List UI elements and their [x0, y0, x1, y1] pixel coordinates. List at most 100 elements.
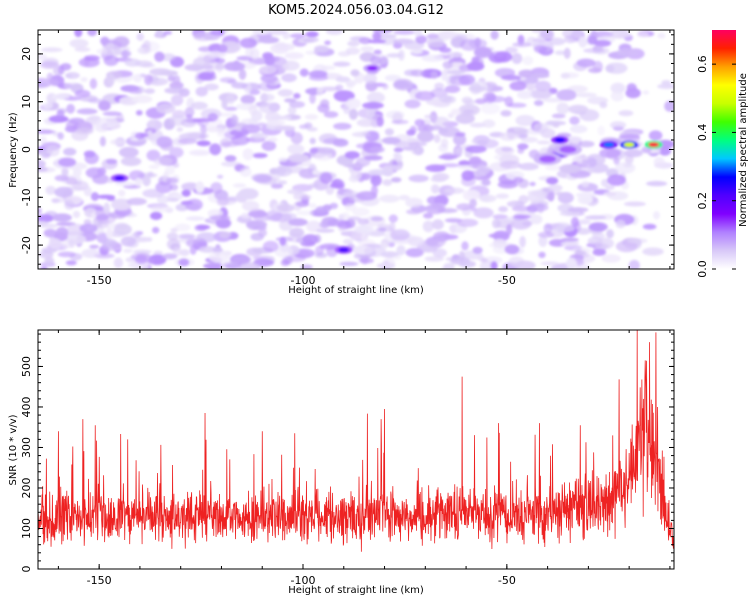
heatmap-cell	[120, 50, 132, 58]
heatmap-cell	[259, 65, 277, 74]
heatmap-cell	[379, 194, 400, 203]
heatmap-cell	[152, 226, 160, 234]
heatmap-cell	[135, 178, 142, 187]
heatmap-cell	[56, 109, 65, 119]
heatmap-peak	[539, 155, 557, 163]
heatmap-cell	[277, 89, 294, 97]
heatmap-cell	[509, 81, 527, 91]
heatmap-cell	[527, 192, 546, 203]
heatmap-cell	[358, 37, 372, 45]
heatmap-cell	[430, 184, 440, 194]
heatmap-cell	[481, 119, 496, 128]
heatmap-cell	[350, 170, 362, 180]
heatmap-cell	[588, 67, 602, 74]
heatmap-cell	[131, 95, 153, 104]
spectrogram-y-axis-label: Frequency (Hz)	[8, 112, 19, 188]
heatmap-cell	[280, 259, 290, 266]
heatmap-cell	[215, 58, 226, 64]
heatmap-cell	[601, 254, 621, 263]
heatmap-cell	[246, 220, 267, 229]
heatmap-cell	[113, 223, 132, 236]
heatmap-cell	[65, 74, 73, 79]
heatmap-cell	[206, 126, 220, 133]
heatmap-cell	[231, 82, 248, 89]
heatmap-cell	[368, 230, 386, 237]
heatmap-cell	[304, 114, 319, 120]
heatmap-cell	[366, 106, 376, 118]
heatmap-cell	[172, 246, 182, 257]
heatmap-cell	[461, 96, 473, 105]
heatmap-cell	[66, 103, 75, 114]
heatmap-cell	[361, 233, 369, 243]
heatmap-cell	[529, 181, 536, 187]
x-tick-label: -50	[498, 574, 516, 587]
heatmap-cell	[209, 215, 231, 221]
heatmap-cell	[492, 214, 508, 220]
heatmap-cell	[289, 33, 306, 39]
heatmap-cell	[317, 147, 335, 155]
heatmap-cell	[287, 144, 305, 155]
heatmap-cell	[449, 224, 457, 234]
heatmap-cell	[439, 95, 453, 103]
heatmap-cell	[536, 140, 551, 145]
heatmap-cell	[309, 137, 316, 145]
heatmap-cell	[335, 76, 351, 83]
heatmap-cell	[96, 117, 118, 129]
heatmap-cell	[217, 174, 224, 179]
y-tick-label: 0	[20, 566, 33, 573]
heatmap-cell	[520, 136, 539, 143]
heatmap-cell	[605, 62, 628, 74]
heatmap-cell	[563, 47, 571, 59]
heatmap-cell	[127, 86, 142, 95]
heatmap-cell	[74, 30, 83, 38]
x-tick-label: -150	[87, 574, 112, 587]
spectrogram-heatmap	[38, 30, 674, 269]
heatmap-cell	[642, 247, 664, 256]
heatmap-cell	[64, 200, 75, 210]
heatmap-cell	[335, 84, 344, 91]
heatmap-cell	[45, 185, 56, 195]
heatmap-cell	[570, 216, 580, 228]
heatmap-cell	[333, 90, 355, 102]
heatmap-cell	[325, 185, 335, 195]
heatmap-cell	[396, 245, 406, 256]
heatmap-cell	[405, 248, 424, 258]
heatmap-cell	[232, 183, 247, 188]
heatmap-cell	[329, 202, 338, 210]
heatmap-cell	[149, 80, 164, 86]
heatmap-cell	[142, 188, 165, 198]
heatmap-cell	[79, 223, 98, 233]
heatmap-cell	[81, 248, 100, 258]
heatmap-cell	[189, 149, 211, 156]
heatmap-cell	[148, 164, 160, 169]
heatmap-cell	[54, 186, 74, 198]
heatmap-cell	[615, 219, 626, 229]
heatmap-cell	[106, 73, 116, 86]
heatmap-cell	[381, 136, 401, 145]
heatmap-cell	[424, 114, 436, 119]
heatmap-cell	[142, 175, 151, 187]
heatmap-cell	[438, 155, 458, 160]
heatmap-cell	[358, 257, 374, 264]
heatmap-cell	[325, 30, 343, 35]
heatmap-cell	[615, 240, 638, 253]
heatmap-cell	[133, 249, 152, 254]
heatmap-cell	[89, 244, 99, 249]
heatmap-cell	[441, 70, 448, 81]
heatmap-cell	[388, 214, 398, 223]
heatmap-cell	[308, 70, 328, 78]
heatmap-cell	[258, 36, 280, 44]
heatmap-cell	[219, 231, 232, 238]
heatmap-cell	[193, 32, 214, 42]
heatmap-cell	[410, 49, 423, 55]
heatmap-cell	[133, 73, 143, 83]
heatmap-cell	[230, 114, 239, 126]
heatmap-cell	[245, 47, 254, 58]
heatmap-cell	[581, 180, 590, 188]
heatmap-cell	[642, 90, 650, 95]
heatmap-cell	[407, 141, 427, 147]
heatmap-cell	[55, 227, 69, 238]
heatmap-cell	[432, 116, 450, 128]
heatmap-cell	[221, 141, 240, 147]
